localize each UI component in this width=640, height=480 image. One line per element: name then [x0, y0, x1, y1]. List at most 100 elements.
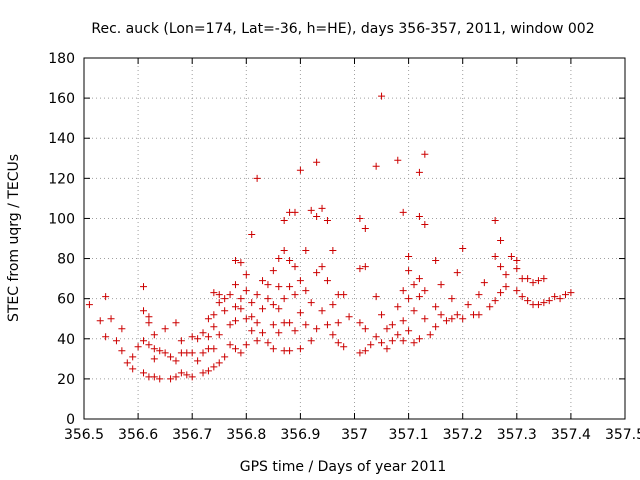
data-point	[215, 299, 223, 307]
data-point	[421, 220, 429, 228]
x-tick-label: 357.2	[443, 427, 483, 443]
data-point	[345, 313, 353, 321]
data-point	[221, 295, 229, 303]
data-point	[405, 253, 413, 261]
data-point	[118, 347, 126, 355]
data-point	[248, 327, 256, 335]
data-point	[269, 321, 277, 329]
data-point	[237, 349, 245, 357]
data-point	[394, 331, 402, 339]
data-point	[291, 208, 299, 216]
data-point	[383, 325, 391, 333]
data-point	[145, 341, 153, 349]
data-point	[167, 353, 175, 361]
data-point	[286, 347, 294, 355]
data-point	[172, 373, 180, 381]
data-point	[150, 355, 158, 363]
y-axis-title: STEC from uqrg / TECUs	[6, 154, 22, 322]
data-point	[399, 317, 407, 325]
data-point	[556, 295, 564, 303]
data-point	[372, 333, 380, 341]
data-point	[545, 297, 553, 305]
data-point	[253, 291, 261, 299]
x-tick-label: 356.6	[118, 427, 158, 443]
data-point	[313, 158, 321, 166]
data-point	[415, 335, 423, 343]
data-point	[405, 327, 413, 335]
data-point	[388, 337, 396, 345]
data-point	[415, 212, 423, 220]
data-point	[432, 257, 440, 265]
data-point	[145, 313, 153, 321]
data-point	[296, 345, 304, 353]
data-point	[442, 317, 450, 325]
data-point	[480, 279, 488, 287]
data-point	[188, 349, 196, 357]
data-point	[464, 301, 472, 309]
data-point	[172, 357, 180, 365]
x-tick-label: 356.8	[226, 427, 266, 443]
data-point	[524, 297, 532, 305]
data-point	[459, 245, 467, 253]
data-point	[118, 325, 126, 333]
data-point	[183, 371, 191, 379]
x-tick-label: 357.1	[389, 427, 429, 443]
data-point	[318, 204, 326, 212]
data-point	[231, 345, 239, 353]
data-point	[296, 309, 304, 317]
data-point	[540, 299, 548, 307]
data-point	[551, 293, 559, 301]
data-point	[340, 343, 348, 351]
data-point	[221, 353, 229, 361]
data-point	[567, 289, 575, 297]
data-point	[534, 301, 542, 309]
x-tick-label: 357.4	[551, 427, 591, 443]
data-point	[269, 267, 277, 275]
data-point	[269, 301, 277, 309]
data-point	[497, 237, 505, 245]
data-point	[361, 325, 369, 333]
data-point	[215, 359, 223, 367]
data-point	[415, 275, 423, 283]
data-point	[561, 291, 569, 299]
data-point	[502, 283, 510, 291]
data-point	[313, 212, 321, 220]
data-point	[242, 287, 250, 295]
data-point	[486, 303, 494, 311]
data-point	[286, 319, 294, 327]
data-point	[399, 208, 407, 216]
grid-lines	[84, 58, 625, 419]
data-point	[194, 335, 202, 343]
chart-title: Rec. auck (Lon=174, Lat=-36, h=HE), days…	[91, 21, 594, 37]
data-point	[248, 299, 256, 307]
data-point	[231, 303, 239, 311]
data-point	[221, 307, 229, 315]
data-point	[307, 206, 315, 214]
data-point	[275, 305, 283, 313]
data-point	[323, 321, 331, 329]
y-tick-label: 140	[48, 131, 75, 147]
data-point	[378, 339, 386, 347]
x-tick-label: 356.7	[172, 427, 212, 443]
data-point	[329, 301, 337, 309]
data-point	[129, 365, 137, 373]
data-point	[210, 363, 218, 371]
data-point	[399, 337, 407, 345]
data-point	[405, 267, 413, 275]
data-point	[356, 265, 364, 273]
data-point	[253, 319, 261, 327]
data-point	[296, 166, 304, 174]
data-point	[318, 263, 326, 271]
y-tick-label: 60	[57, 292, 75, 308]
data-point	[529, 279, 537, 287]
data-point	[356, 214, 364, 222]
data-point	[507, 253, 515, 261]
data-point	[421, 287, 429, 295]
data-point	[140, 337, 148, 345]
data-point	[459, 315, 467, 323]
x-tick-label: 356.5	[64, 427, 104, 443]
data-point	[210, 323, 218, 331]
data-point	[145, 319, 153, 327]
data-point	[318, 307, 326, 315]
